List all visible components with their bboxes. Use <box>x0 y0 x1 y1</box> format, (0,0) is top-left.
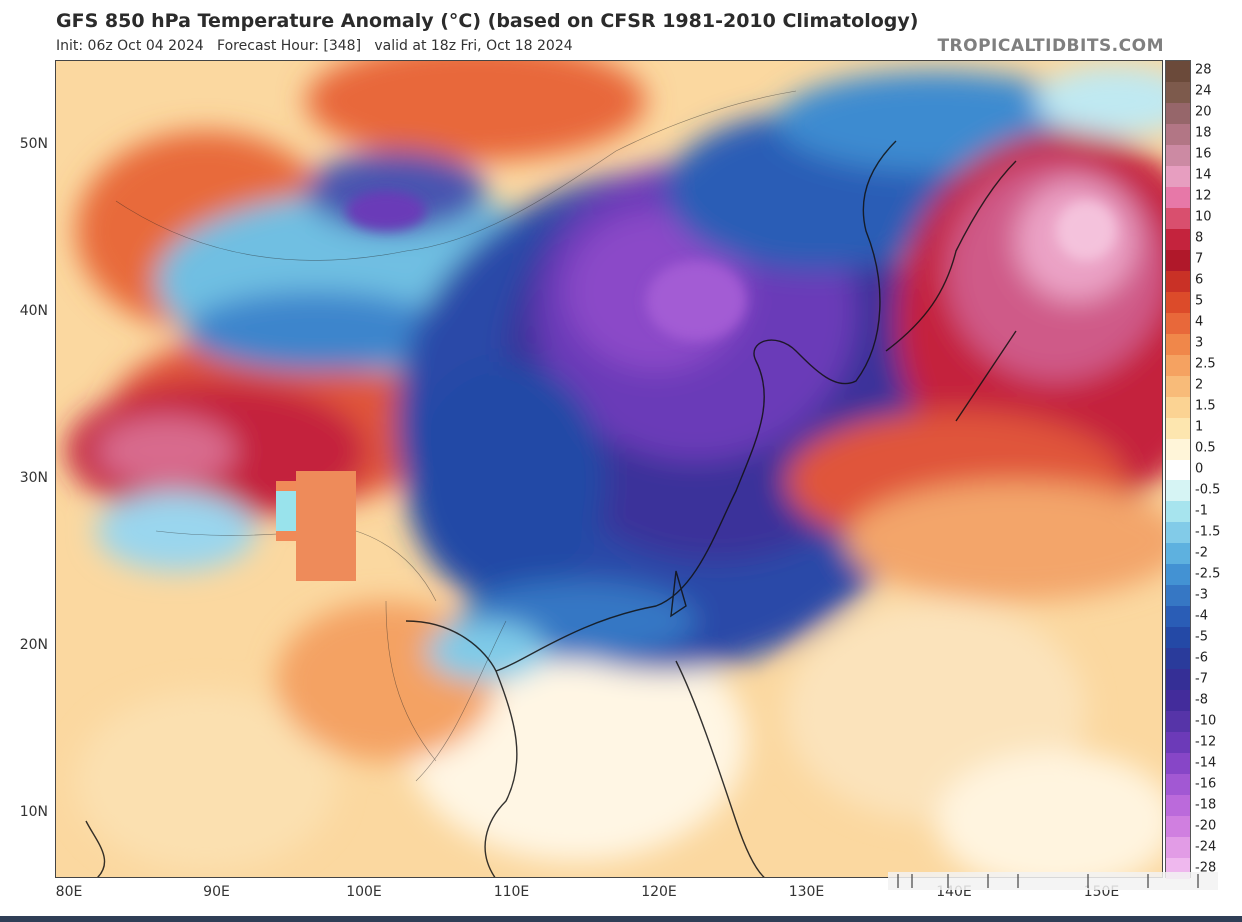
colorbar-label: 8 <box>1195 230 1204 246</box>
colorbar-cell <box>1166 438 1190 460</box>
lat-label: 10N <box>19 804 48 820</box>
colorbar-label: 28 <box>1195 62 1212 78</box>
colorbar-label: -4 <box>1195 608 1208 624</box>
lon-label: 90E <box>203 884 230 900</box>
colorbar-label: -10 <box>1195 713 1217 729</box>
colorbar-label: -20 <box>1195 818 1217 834</box>
lat-label: 50N <box>19 136 48 152</box>
colorbar-cell <box>1166 753 1190 775</box>
lon-label: 80E <box>55 884 83 900</box>
colorbar-label: 18 <box>1195 125 1212 141</box>
lon-label: 110E <box>493 884 530 900</box>
colorbar-cell <box>1166 354 1190 377</box>
colorbar-cell <box>1166 228 1190 251</box>
colorbar-label: -14 <box>1195 755 1217 771</box>
colorbar-label: 24 <box>1195 83 1212 99</box>
colorbar-cell <box>1166 291 1190 314</box>
colorbar-cell <box>1166 837 1190 859</box>
colorbar-label: -18 <box>1195 797 1217 813</box>
lon-label: 120E <box>641 884 677 900</box>
colorbar-label: 10 <box>1195 209 1212 225</box>
colorbar-label: -6 <box>1195 650 1208 666</box>
colorbar-label: 5 <box>1195 293 1204 309</box>
colorbar-cell <box>1166 375 1190 398</box>
colorbar-label: 12 <box>1195 188 1212 204</box>
colorbar-cell <box>1166 543 1190 565</box>
colorbar-cell <box>1166 81 1190 104</box>
colorbar-cell <box>1166 648 1190 670</box>
colorbar-cell <box>1166 522 1190 544</box>
colorbar-label: -1 <box>1195 503 1208 519</box>
colorbar-label: -7 <box>1195 671 1208 687</box>
lon-label: 100E <box>346 884 382 900</box>
colorbar-cell <box>1166 585 1190 607</box>
colorbar-cell <box>1166 312 1190 335</box>
colorbar-cell <box>1166 186 1190 209</box>
colorbar-label: -0.5 <box>1195 482 1221 498</box>
colorbar-cell <box>1166 249 1190 272</box>
forecast-info: Init: 06z Oct 04 2024 Forecast Hour: [34… <box>56 38 573 54</box>
colorbar-label: 2 <box>1195 377 1204 393</box>
colorbar-cell <box>1166 207 1190 230</box>
colorbar-label: 14 <box>1195 167 1212 183</box>
watermark-overlay <box>888 872 1218 890</box>
colorbar-label: 6 <box>1195 272 1204 288</box>
colorbar-label: -28 <box>1195 860 1217 875</box>
colorbar-cell <box>1166 501 1190 523</box>
lat-label: 40N <box>19 303 48 319</box>
colorbar-cell <box>1166 690 1190 712</box>
colorbar-cell <box>1166 417 1190 440</box>
colorbar-label: 1.5 <box>1195 398 1216 414</box>
colorbar-label: 2.5 <box>1195 356 1216 372</box>
colorbar-label: -2.5 <box>1195 566 1221 582</box>
colorbar-cell <box>1166 732 1190 754</box>
colorbar-cell <box>1166 774 1190 796</box>
colorbar-label: 1 <box>1195 419 1204 435</box>
anomaly-field <box>56 61 1162 877</box>
colorbar-label: -8 <box>1195 692 1208 708</box>
colorbar-label: 4 <box>1195 314 1204 330</box>
colorbar-cell <box>1166 270 1190 293</box>
colorbar-label: 20 <box>1195 104 1212 120</box>
colorbar-cell <box>1166 123 1190 146</box>
bottom-bar <box>0 916 1242 922</box>
colorbar-label: 16 <box>1195 146 1212 162</box>
colorbar-cell <box>1166 333 1190 356</box>
colorbar-cell <box>1166 711 1190 733</box>
colorbar-cell <box>1166 606 1190 628</box>
colorbar-cell <box>1166 396 1190 419</box>
map-title: GFS 850 hPa Temperature Anomaly (°C) (ba… <box>56 10 919 32</box>
colorbar-labels: 28 24 20 18 16 14 12 10 8 7 6 5 4 3 2.5 2 1.5 1 0.5 0 -0.5 -1… <box>1193 60 1242 878</box>
lat-label: 20N <box>19 637 48 653</box>
colorbar-cell <box>1166 564 1190 586</box>
colorbar-label: 3 <box>1195 335 1204 351</box>
colorbar-cell <box>1166 627 1190 649</box>
colorbar-label: -12 <box>1195 734 1217 750</box>
lat-label: 30N <box>19 470 48 486</box>
colorbar-cell <box>1166 480 1190 502</box>
colorbar-cell <box>1166 816 1190 838</box>
colorbar-label: 0.5 <box>1195 440 1216 456</box>
lon-label: 130E <box>788 884 825 900</box>
anomaly-map <box>55 60 1163 878</box>
colorbar-label: -1.5 <box>1195 524 1221 540</box>
colorbar-label: -2 <box>1195 545 1208 561</box>
latitude-axis: 50N 40N 30N 20N 10N <box>0 60 52 878</box>
colorbar-label: -3 <box>1195 587 1208 603</box>
colorbar-label: 7 <box>1195 251 1204 267</box>
colorbar-cell <box>1166 144 1190 167</box>
colorbar-cell <box>1166 165 1190 188</box>
colorbar-label: -24 <box>1195 839 1217 855</box>
colorbar-cell <box>1166 669 1190 691</box>
colorbar-cell <box>1166 795 1190 817</box>
colorbar-cell <box>1166 459 1190 481</box>
colorbar-label: -16 <box>1195 776 1217 792</box>
colorbar-label: -5 <box>1195 629 1208 645</box>
colorbar-cell <box>1166 61 1190 83</box>
colorbar <box>1165 60 1191 880</box>
colorbar-cell <box>1166 102 1190 125</box>
source-credit: TROPICALTIDBITS.COM <box>937 36 1164 56</box>
colorbar-label: 0 <box>1195 461 1204 477</box>
